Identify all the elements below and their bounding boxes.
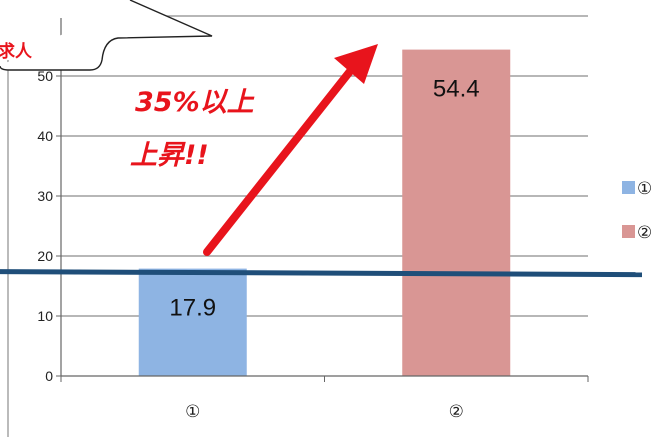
bar-2	[402, 49, 511, 376]
x-tick-label-2: ②	[449, 402, 464, 422]
x-tick-label-1: ①	[185, 402, 200, 422]
legend-swatch-1	[622, 181, 635, 194]
y-tick-label-0: 0	[45, 368, 53, 384]
data-label-1: 17.9	[169, 295, 216, 322]
growth-text-line2: 上昇!!	[130, 140, 209, 171]
legend-label-1: ①	[637, 179, 652, 199]
data-labels: 17.9 54.4	[169, 76, 479, 322]
legend: ① ②	[622, 179, 652, 243]
callout-bubble: 求人	[0, 0, 220, 71]
legend-label-2: ②	[637, 223, 652, 243]
callout-text: 求人	[0, 41, 33, 62]
y-tick-label-20: 20	[37, 248, 53, 264]
reference-line	[0, 269, 643, 278]
growth-arrow: 35%以上 上昇!!	[130, 44, 378, 256]
y-tick-label-10: 10	[37, 308, 53, 324]
y-tick-label-50: 50	[37, 68, 53, 84]
y-ticks: 0 10 20 30 40 50	[37, 68, 61, 384]
data-label-2: 54.4	[433, 76, 480, 103]
legend-swatch-2	[622, 225, 635, 238]
arrow-head	[334, 44, 378, 84]
y-tick-label-40: 40	[37, 128, 53, 144]
y-tick-label-30: 30	[37, 188, 53, 204]
arrow-shaft	[203, 61, 359, 256]
bars	[138, 49, 511, 376]
bar-1	[138, 268, 247, 376]
growth-text-line1: 35%以上	[135, 87, 255, 118]
